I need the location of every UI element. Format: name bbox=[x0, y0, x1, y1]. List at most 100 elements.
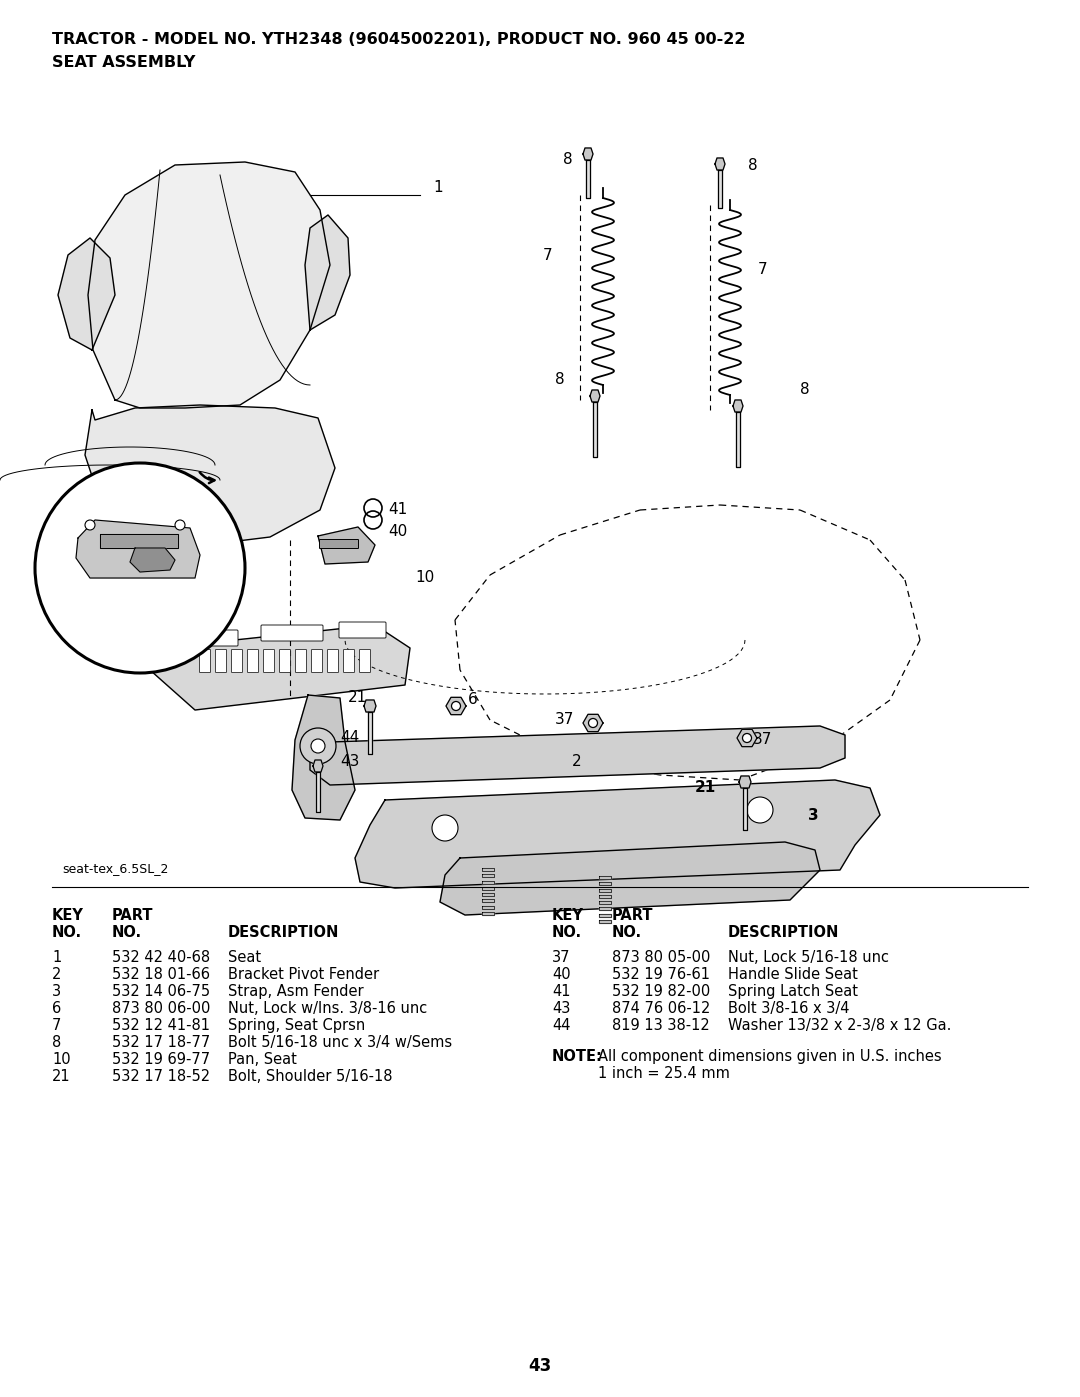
Polygon shape bbox=[599, 876, 611, 879]
Text: 21: 21 bbox=[696, 781, 716, 795]
Polygon shape bbox=[599, 901, 611, 904]
Polygon shape bbox=[305, 215, 350, 330]
Polygon shape bbox=[599, 907, 611, 911]
Text: 21: 21 bbox=[52, 1069, 70, 1084]
FancyBboxPatch shape bbox=[216, 650, 227, 672]
Text: DESCRIPTION: DESCRIPTION bbox=[728, 925, 839, 940]
Polygon shape bbox=[739, 775, 751, 788]
Text: Strap, Asm Fender: Strap, Asm Fender bbox=[228, 983, 364, 999]
Text: 44: 44 bbox=[552, 1018, 570, 1032]
Polygon shape bbox=[310, 726, 845, 785]
Polygon shape bbox=[440, 842, 820, 915]
Polygon shape bbox=[715, 158, 725, 170]
Polygon shape bbox=[599, 914, 611, 916]
Polygon shape bbox=[718, 170, 723, 208]
FancyBboxPatch shape bbox=[339, 622, 386, 638]
Polygon shape bbox=[735, 412, 740, 467]
Text: 532 19 69-77: 532 19 69-77 bbox=[112, 1052, 211, 1067]
Polygon shape bbox=[446, 697, 465, 715]
Text: Nut, Lock w/Ins. 3/8-16 unc: Nut, Lock w/Ins. 3/8-16 unc bbox=[228, 1002, 428, 1016]
Text: 44: 44 bbox=[340, 731, 360, 746]
FancyBboxPatch shape bbox=[264, 650, 274, 672]
Text: PART: PART bbox=[612, 908, 653, 923]
Text: 7: 7 bbox=[52, 1018, 62, 1032]
FancyBboxPatch shape bbox=[320, 539, 359, 549]
Polygon shape bbox=[313, 760, 323, 773]
Text: 8: 8 bbox=[748, 158, 758, 172]
Text: Bolt, Shoulder 5/16-18: Bolt, Shoulder 5/16-18 bbox=[228, 1069, 392, 1084]
Text: 37: 37 bbox=[552, 950, 570, 965]
Text: 41: 41 bbox=[552, 983, 570, 999]
Polygon shape bbox=[130, 548, 175, 571]
Polygon shape bbox=[355, 780, 880, 888]
Polygon shape bbox=[743, 788, 747, 830]
Text: All component dimensions given in U.S. inches: All component dimensions given in U.S. i… bbox=[598, 1049, 942, 1065]
Text: 6: 6 bbox=[52, 1002, 62, 1016]
Polygon shape bbox=[482, 875, 494, 877]
Text: seat-tex_6.5SL_2: seat-tex_6.5SL_2 bbox=[62, 862, 168, 875]
Text: 8: 8 bbox=[563, 152, 572, 168]
Polygon shape bbox=[482, 868, 494, 872]
Polygon shape bbox=[583, 148, 593, 161]
Text: TRACTOR - MODEL NO. YTH2348 (96045002201), PRODUCT NO. 960 45 00-22: TRACTOR - MODEL NO. YTH2348 (96045002201… bbox=[52, 32, 745, 47]
Text: 1 inch = 25.4 mm: 1 inch = 25.4 mm bbox=[598, 1066, 730, 1081]
Circle shape bbox=[35, 462, 245, 673]
Text: NO.: NO. bbox=[552, 925, 582, 940]
Text: Handle Slide Seat: Handle Slide Seat bbox=[728, 967, 858, 982]
Text: 10: 10 bbox=[52, 1052, 70, 1067]
Text: Bolt 3/8-16 x 3/4: Bolt 3/8-16 x 3/4 bbox=[728, 1002, 850, 1016]
Text: 8: 8 bbox=[52, 1035, 62, 1051]
Polygon shape bbox=[599, 919, 611, 923]
Polygon shape bbox=[292, 694, 355, 820]
Text: 41: 41 bbox=[388, 503, 407, 517]
Polygon shape bbox=[368, 712, 372, 754]
Polygon shape bbox=[76, 520, 200, 578]
FancyBboxPatch shape bbox=[181, 630, 238, 645]
Text: DESCRIPTION: DESCRIPTION bbox=[228, 925, 339, 940]
FancyBboxPatch shape bbox=[360, 650, 370, 672]
Text: 37: 37 bbox=[753, 732, 772, 747]
Polygon shape bbox=[482, 905, 494, 908]
Text: KEY: KEY bbox=[52, 908, 84, 923]
Circle shape bbox=[85, 520, 95, 529]
Text: 10: 10 bbox=[415, 570, 434, 585]
Text: Bracket Pivot Fender: Bracket Pivot Fender bbox=[228, 967, 379, 982]
Text: 7: 7 bbox=[758, 263, 768, 278]
Text: KEY: KEY bbox=[552, 908, 584, 923]
Text: SEAT ASSEMBLY: SEAT ASSEMBLY bbox=[52, 54, 195, 70]
Circle shape bbox=[311, 739, 325, 753]
Polygon shape bbox=[593, 402, 597, 457]
Text: 40: 40 bbox=[552, 967, 570, 982]
FancyBboxPatch shape bbox=[200, 650, 211, 672]
Text: 43: 43 bbox=[552, 1002, 570, 1016]
Polygon shape bbox=[85, 405, 335, 545]
Text: 43: 43 bbox=[528, 1356, 552, 1375]
FancyBboxPatch shape bbox=[311, 650, 323, 672]
Polygon shape bbox=[58, 237, 114, 351]
Text: 37: 37 bbox=[555, 712, 575, 728]
Text: Spring, Seat Cprsn: Spring, Seat Cprsn bbox=[228, 1018, 365, 1032]
Circle shape bbox=[589, 718, 597, 728]
Text: Seat: Seat bbox=[228, 950, 261, 965]
Text: NO.: NO. bbox=[52, 925, 82, 940]
Polygon shape bbox=[87, 162, 330, 408]
Polygon shape bbox=[737, 729, 757, 746]
Text: 43: 43 bbox=[340, 754, 360, 770]
FancyBboxPatch shape bbox=[343, 650, 354, 672]
Polygon shape bbox=[482, 887, 494, 890]
Polygon shape bbox=[733, 400, 743, 412]
Text: 819 13 38-12: 819 13 38-12 bbox=[612, 1018, 710, 1032]
Text: Nut, Lock 5/16-18 unc: Nut, Lock 5/16-18 unc bbox=[728, 950, 889, 965]
FancyBboxPatch shape bbox=[247, 650, 258, 672]
Circle shape bbox=[300, 728, 336, 764]
Polygon shape bbox=[364, 700, 376, 712]
Text: 532 18 01-66: 532 18 01-66 bbox=[112, 967, 210, 982]
Circle shape bbox=[743, 733, 752, 742]
FancyBboxPatch shape bbox=[261, 624, 323, 641]
Text: 21: 21 bbox=[348, 690, 367, 705]
Text: 1: 1 bbox=[433, 180, 443, 196]
Text: 873 80 06-00: 873 80 06-00 bbox=[112, 1002, 211, 1016]
FancyBboxPatch shape bbox=[327, 650, 338, 672]
Polygon shape bbox=[100, 534, 178, 548]
Text: 7: 7 bbox=[543, 247, 553, 263]
